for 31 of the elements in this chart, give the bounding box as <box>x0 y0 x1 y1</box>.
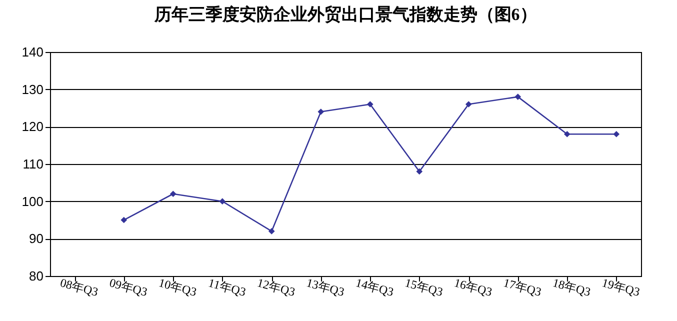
x-tick-label: 12年Q3 <box>256 276 297 300</box>
point <box>366 101 374 108</box>
point <box>170 190 176 198</box>
point <box>318 108 324 115</box>
point <box>268 228 275 234</box>
chart-title: 历年三季度安防企业外贸出口景气指数走势（图6） <box>153 5 537 24</box>
point <box>564 130 570 138</box>
x-tick-label: 14年Q3 <box>354 276 396 300</box>
y-tick-label: 90 <box>29 231 44 246</box>
point <box>416 168 423 175</box>
x-tick-label: 18年Q3 <box>551 276 592 300</box>
point <box>465 101 472 108</box>
point <box>613 130 620 138</box>
point <box>120 216 128 224</box>
x-tick-label: 10年Q3 <box>157 276 198 300</box>
point <box>514 94 522 100</box>
y-tick-label: 140 <box>22 44 44 60</box>
x-tick-label: 09年Q3 <box>108 276 149 300</box>
x-tick-label: 17年Q3 <box>502 276 543 300</box>
x-tick-label: 15年Q3 <box>403 276 444 300</box>
x-tick-label: 16年Q3 <box>452 276 494 300</box>
y-tick-label: 110 <box>22 156 44 172</box>
point <box>219 198 226 204</box>
y-tick-label: 130 <box>22 82 44 97</box>
x-tick-label: 11年Q3 <box>206 276 248 300</box>
x-tick-label: 08年Q3 <box>58 276 100 300</box>
x-tick-label: 13年Q3 <box>304 276 346 300</box>
y-tick-label: 80 <box>29 268 44 284</box>
x-tick-label: 19年Q3 <box>600 276 642 300</box>
y-tick-label: 100 <box>22 194 44 209</box>
y-tick-label: 120 <box>22 119 44 134</box>
